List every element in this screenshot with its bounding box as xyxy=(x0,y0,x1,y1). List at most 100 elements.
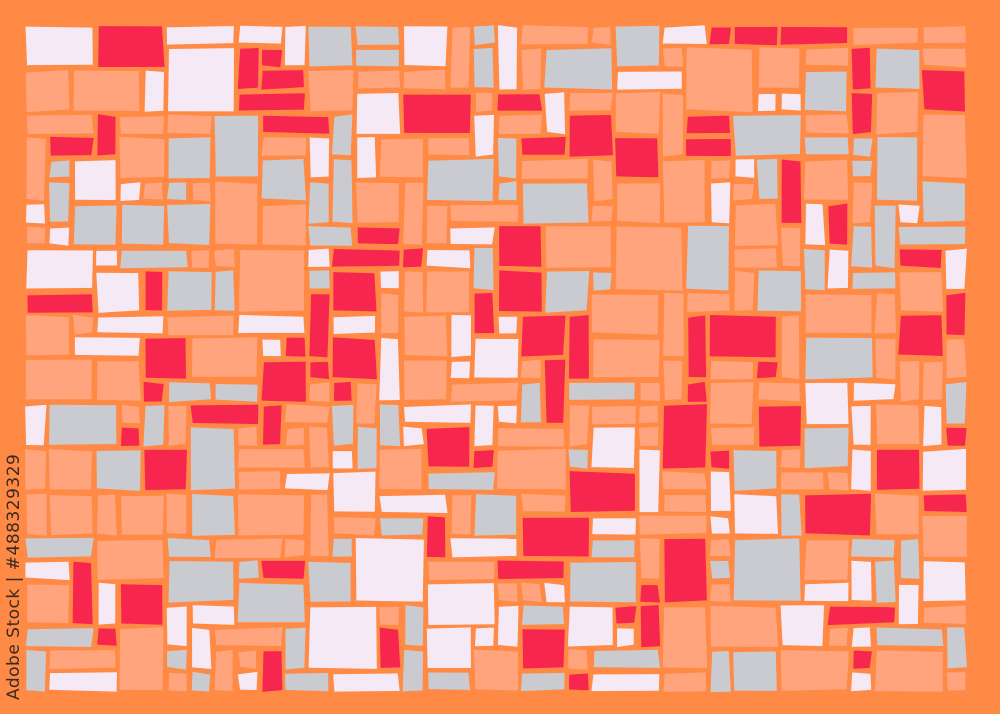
mosaic-tile xyxy=(145,271,163,311)
mosaic-tile xyxy=(756,361,778,379)
mosaic-tile xyxy=(450,382,519,402)
mosaic-tile xyxy=(687,381,707,402)
mosaic-tile xyxy=(498,428,565,447)
mosaic-tile xyxy=(97,494,117,536)
mosaic-tile xyxy=(827,472,849,491)
mosaic-tile xyxy=(687,293,730,312)
mosaic-tile xyxy=(851,405,871,445)
mosaic-tile xyxy=(332,337,377,380)
mosaic-tile xyxy=(520,382,541,423)
mosaic-tile xyxy=(853,650,872,669)
mosaic-tile xyxy=(946,672,966,691)
mosaic-tile xyxy=(96,361,141,401)
mosaic-tile xyxy=(473,47,494,88)
mosaic-tile xyxy=(709,315,776,358)
mosaic-tile xyxy=(451,315,472,357)
mosaic-tile xyxy=(238,250,305,312)
mosaic-tile xyxy=(758,382,800,402)
mosaic-tile xyxy=(591,427,635,469)
mosaic-tile xyxy=(946,427,967,446)
mosaic-tile xyxy=(119,136,165,179)
mosaic-tile xyxy=(829,627,848,646)
mosaic-tile xyxy=(26,493,47,536)
mosaic-tile xyxy=(851,560,872,601)
mosaic-tile xyxy=(75,160,116,201)
mosaic-tile xyxy=(617,71,682,90)
mosaic-tile xyxy=(426,250,471,269)
mosaic-tile xyxy=(923,405,942,447)
mosaic-tile xyxy=(308,226,353,246)
mosaic-tile xyxy=(355,537,424,602)
mosaic-tile xyxy=(875,560,896,603)
mosaic-tile xyxy=(450,205,519,222)
mosaic-tile xyxy=(521,136,566,155)
mosaic-tile xyxy=(261,361,306,402)
mosaic-tile xyxy=(333,272,377,312)
mosaic-tile xyxy=(498,181,517,201)
mosaic-tile xyxy=(497,405,517,424)
mosaic-tile xyxy=(828,203,848,245)
mosaic-tile xyxy=(709,27,731,45)
mosaic-tile xyxy=(238,426,258,446)
mosaic-tile xyxy=(450,538,517,558)
mosaic-tile xyxy=(899,249,942,269)
mosaic-tile xyxy=(827,606,896,626)
mosaic-tile xyxy=(805,203,826,246)
mosaic-tile xyxy=(426,627,471,668)
mosaic-tile xyxy=(804,71,847,112)
mosaic-tile xyxy=(192,182,211,202)
mosaic-tile xyxy=(710,450,730,469)
mosaic-tile xyxy=(166,182,187,200)
mosaic-tile xyxy=(947,627,967,669)
mosaic-tile xyxy=(215,383,258,402)
mosaic-tile xyxy=(617,183,661,224)
mosaic-tile xyxy=(238,25,283,44)
mosaic-tile xyxy=(402,248,424,268)
mosaic-tile xyxy=(851,226,873,268)
mosaic-tile xyxy=(428,138,470,156)
mosaic-tile xyxy=(27,226,46,244)
mosaic-tile xyxy=(309,294,330,358)
mosaic-tile xyxy=(310,361,330,380)
mosaic-tile xyxy=(168,561,234,603)
mosaic-tile xyxy=(522,517,589,557)
mosaic-tile xyxy=(308,26,353,67)
mosaic-tile xyxy=(167,271,212,311)
mosaic-tile xyxy=(780,27,848,45)
mosaic-tile xyxy=(26,137,46,201)
mosaic-tile xyxy=(25,70,70,113)
mosaic-tile xyxy=(25,537,94,558)
mosaic-tile xyxy=(263,115,330,134)
mosaic-tile xyxy=(922,114,967,178)
mosaic-tile xyxy=(923,561,966,602)
mosaic-tile xyxy=(545,270,590,313)
mosaic-tile xyxy=(591,540,635,558)
mosaic-tile xyxy=(780,449,801,469)
mosaic-tile xyxy=(404,315,448,357)
mosaic-tile xyxy=(403,94,471,133)
mosaic-tile xyxy=(758,406,802,447)
mosaic-tile xyxy=(356,49,399,67)
mosaic-tile xyxy=(544,359,566,423)
mosaic-tile xyxy=(215,181,258,245)
mosaic-tile xyxy=(26,204,45,224)
mosaic-tile xyxy=(593,339,660,378)
mosaic-tile xyxy=(734,26,778,46)
mosaic-tile xyxy=(497,25,518,90)
mosaic-tile xyxy=(238,560,259,579)
mosaic-tile xyxy=(592,518,636,535)
mosaic-tile xyxy=(615,92,661,134)
mosaic-tile xyxy=(332,538,352,557)
mosaic-tile xyxy=(875,338,896,380)
mosaic-tile xyxy=(331,404,354,446)
mosaic-tile xyxy=(499,226,542,267)
mosaic-tile xyxy=(284,473,330,491)
mosaic-tile xyxy=(662,25,707,44)
mosaic-tile xyxy=(591,674,660,692)
mosaic-tile xyxy=(50,136,94,156)
mosaic-tile xyxy=(923,605,967,624)
mosaic-tile xyxy=(379,404,401,447)
mosaic-tile xyxy=(544,582,565,603)
mosaic-tile xyxy=(617,628,634,648)
mosaic-tile xyxy=(191,250,209,268)
